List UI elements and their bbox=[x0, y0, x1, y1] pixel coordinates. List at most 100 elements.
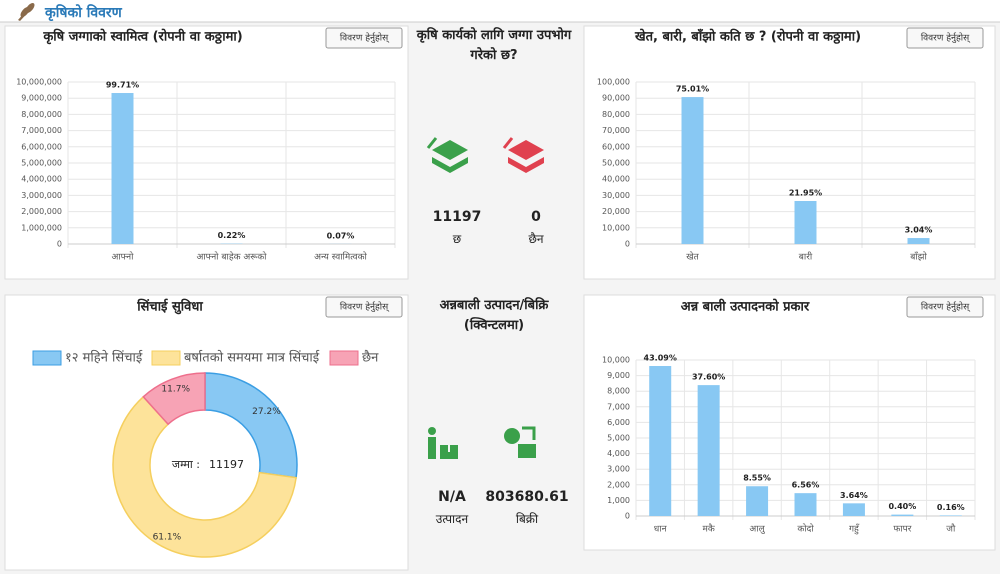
y-tick-label: 6,000 bbox=[607, 418, 630, 427]
icon-yes bbox=[426, 137, 468, 173]
y-tick-label: 60,000 bbox=[602, 142, 630, 151]
bar-label: 21.95% bbox=[789, 189, 822, 198]
y-tick-label: 10,000 bbox=[602, 356, 630, 365]
y-tick-label: 50,000 bbox=[602, 159, 630, 168]
legend-label: बर्षातको समयमा मात्र सिंचाई bbox=[184, 350, 320, 366]
y-tick-label: 10,000,000 bbox=[16, 78, 62, 87]
bar bbox=[681, 97, 704, 244]
slice-label: 61.1% bbox=[153, 533, 182, 543]
y-tick-label: 70,000 bbox=[602, 126, 630, 135]
y-tick-label: 6,000,000 bbox=[21, 142, 62, 151]
y-tick-label: 1,000,000 bbox=[21, 223, 62, 232]
y-tick-label: 100,000 bbox=[597, 78, 630, 87]
details-button-label[interactable]: विवरण हेर्नुहोस् bbox=[340, 32, 390, 44]
x-tick-label: धान bbox=[654, 525, 668, 535]
y-tick-label: 3,000,000 bbox=[21, 191, 62, 200]
panel bbox=[4, 25, 409, 280]
legend-label: छैन bbox=[362, 350, 379, 366]
chart-title: कृषि जग्गाको स्वामित्व (रोपनी वा कठ्ठामा… bbox=[42, 29, 242, 45]
y-tick-label: 80,000 bbox=[602, 110, 630, 119]
slice-label: 27.2% bbox=[252, 407, 281, 417]
icon-production bbox=[428, 427, 458, 459]
bar-label: 75.01% bbox=[676, 85, 709, 94]
y-tick-label: 40,000 bbox=[602, 175, 630, 184]
stat-label: बिक्री bbox=[515, 512, 539, 526]
y-tick-label: 9,000 bbox=[607, 371, 630, 380]
donut-slice bbox=[112, 395, 297, 558]
bar bbox=[939, 515, 962, 516]
x-tick-label: कोदो bbox=[797, 523, 814, 535]
panel bbox=[583, 25, 996, 280]
legend-label: १२ महिने सिंचाई bbox=[65, 350, 143, 366]
x-tick-label: फापर bbox=[893, 525, 911, 535]
bar-label: 0.40% bbox=[888, 502, 916, 511]
y-tick-label: 2,000 bbox=[607, 480, 630, 489]
details-button-label[interactable]: विवरण हेर्नुहोस् bbox=[921, 301, 971, 313]
details-button-label[interactable]: विवरण हेर्नुहोस् bbox=[921, 32, 971, 44]
x-tick-label: अन्य स्वामित्वको bbox=[314, 251, 367, 263]
slice-label: 11.7% bbox=[161, 384, 190, 394]
y-tick-label: 0 bbox=[625, 240, 630, 249]
y-tick-label: 2,000,000 bbox=[21, 207, 62, 216]
stat-value: 0 bbox=[531, 209, 541, 225]
details-button[interactable] bbox=[906, 27, 984, 49]
header-title: कृषिको विवरण bbox=[44, 4, 123, 22]
y-tick-label: 20,000 bbox=[602, 207, 630, 216]
details-button[interactable] bbox=[906, 296, 984, 318]
bar bbox=[891, 514, 914, 516]
icon-no bbox=[502, 137, 544, 173]
center-total: 11197 bbox=[209, 458, 244, 471]
stat-value: 803680.61 bbox=[485, 489, 569, 505]
y-tick-label: 5,000 bbox=[607, 434, 630, 443]
stat-value: 11197 bbox=[432, 209, 482, 225]
stat-label: छ bbox=[452, 232, 462, 246]
y-tick-label: 1,000 bbox=[607, 496, 630, 505]
stat-value: N/A bbox=[438, 489, 466, 505]
x-tick-label: बाँझो bbox=[910, 251, 927, 263]
y-tick-label: 10,000 bbox=[602, 223, 630, 232]
y-tick-label: 5,000,000 bbox=[21, 159, 62, 168]
bar bbox=[746, 486, 769, 516]
bar-label: 43.09% bbox=[644, 354, 677, 363]
bar bbox=[649, 366, 672, 516]
center-label: जम्मा : bbox=[172, 458, 200, 471]
x-tick-label: आफ्नो bbox=[111, 251, 134, 263]
bar bbox=[697, 385, 720, 516]
y-tick-label: 90,000 bbox=[602, 94, 630, 103]
bar-label: 8.55% bbox=[743, 474, 771, 483]
x-tick-label: गहुँ bbox=[849, 523, 860, 535]
bar-label: 0.22% bbox=[218, 231, 246, 240]
x-tick-label: बारी bbox=[799, 251, 813, 263]
bar-label: 99.71% bbox=[106, 81, 139, 90]
header-icon bbox=[18, 3, 35, 21]
x-tick-label: जौ bbox=[946, 523, 956, 535]
bar-label: 3.04% bbox=[905, 226, 933, 235]
bar-label: 0.07% bbox=[327, 231, 355, 240]
bar-label: 3.64% bbox=[840, 491, 868, 500]
y-tick-label: 7,000,000 bbox=[21, 126, 62, 135]
header-bar bbox=[0, 0, 1000, 22]
bar-label: 6.56% bbox=[792, 481, 820, 490]
x-tick-label: मकै bbox=[702, 523, 715, 535]
legend-swatch bbox=[32, 350, 62, 366]
bar bbox=[842, 503, 865, 516]
y-tick-label: 4,000 bbox=[607, 449, 630, 458]
y-tick-label: 3,000 bbox=[607, 465, 630, 474]
y-tick-label: 0 bbox=[625, 512, 630, 521]
details-button-label[interactable]: विवरण हेर्नुहोस् bbox=[340, 301, 390, 313]
donut-slice bbox=[142, 372, 206, 426]
bar-label: 37.60% bbox=[692, 373, 725, 382]
y-tick-label: 8,000 bbox=[607, 387, 630, 396]
stat-label: छैन bbox=[528, 232, 544, 246]
x-tick-label: आफ्नो बाहेक अरूको bbox=[196, 251, 267, 263]
details-button[interactable] bbox=[325, 296, 403, 318]
stat-label: उत्पादन bbox=[435, 512, 469, 526]
bar bbox=[111, 93, 134, 245]
icon-sales bbox=[504, 426, 536, 458]
details-button[interactable] bbox=[325, 27, 403, 49]
chart-title: अन्न बाली उत्पादनको प्रकार bbox=[681, 299, 810, 315]
chart-title: खेत, बारी, बाँझो कति छ ? (रोपनी वा कठ्ठा… bbox=[634, 29, 861, 45]
y-tick-label: 4,000,000 bbox=[21, 175, 62, 184]
chart-title: सिंचाई सुविधा bbox=[136, 298, 203, 315]
